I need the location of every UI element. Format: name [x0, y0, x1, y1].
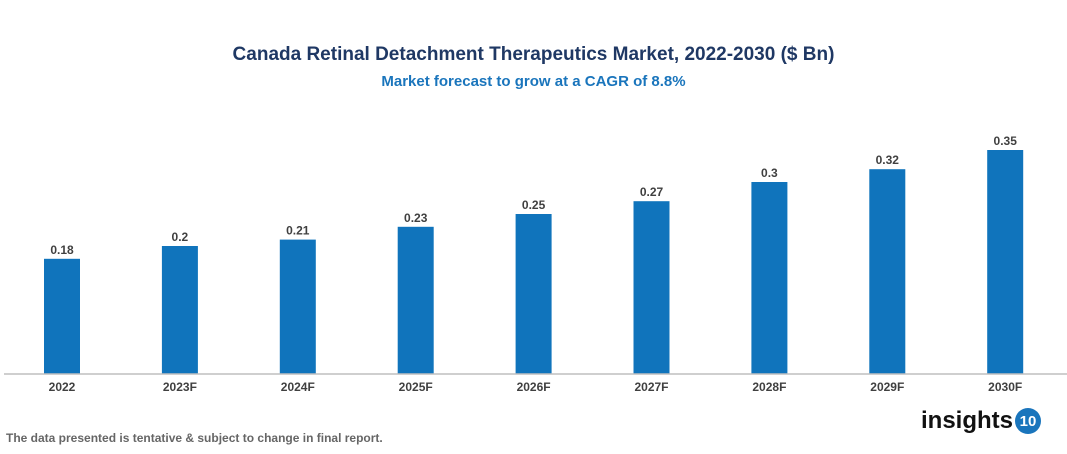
x-tick-label: 2025F	[399, 380, 433, 394]
chart-title: Canada Retinal Detachment Therapeutics M…	[232, 44, 835, 65]
bar	[279, 239, 316, 374]
chart-subtitle: Market forecast to grow at a CAGR of 8.8…	[381, 73, 686, 90]
bar	[161, 246, 198, 374]
data-label: 0.25	[522, 198, 546, 212]
data-label: 0.21	[286, 224, 310, 238]
bar	[869, 169, 906, 374]
data-label: 0.35	[994, 134, 1018, 148]
bar	[515, 214, 552, 374]
x-tick-label: 2027F	[634, 380, 668, 394]
insights10-logo: insights 10	[921, 407, 1042, 435]
logo-badge: 10	[1015, 408, 1042, 434]
x-tick-label: 2029F	[870, 380, 904, 394]
data-label: 0.18	[50, 243, 74, 257]
bar	[44, 258, 80, 374]
x-tick-label: 2030F	[988, 380, 1022, 394]
x-tick-label: 2023F	[163, 380, 197, 394]
data-label: 0.27	[640, 185, 664, 199]
data-label: 0.23	[404, 211, 428, 225]
x-tick-label: 2026F	[517, 380, 551, 394]
data-label: 0.2	[172, 230, 189, 244]
footnote: The data presented is tentative & subjec…	[6, 431, 383, 445]
bar	[397, 226, 434, 374]
data-label: 0.3	[761, 166, 778, 180]
logo-text: insights	[921, 407, 1014, 434]
x-tick-label: 2022	[49, 380, 76, 394]
data-label: 0.32	[876, 153, 900, 167]
x-tick-label: 2024F	[281, 380, 315, 394]
x-tick-label: 2028F	[752, 380, 786, 394]
bar	[987, 150, 1024, 374]
bar	[633, 201, 670, 374]
bar	[751, 182, 788, 374]
